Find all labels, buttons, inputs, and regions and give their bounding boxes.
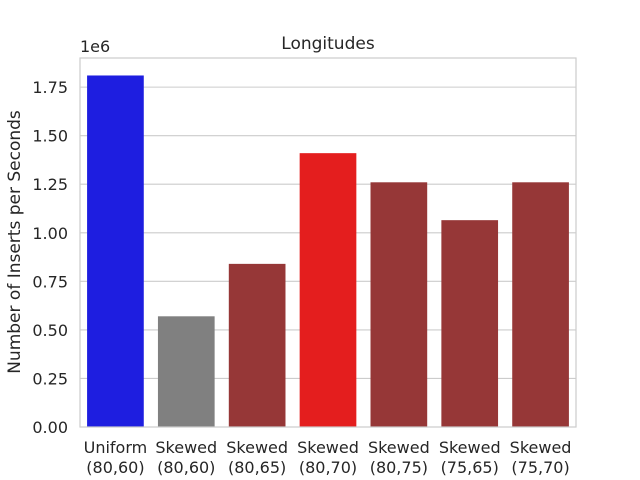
x-tick-label-line2: (80,60)	[86, 458, 144, 477]
x-tick-label-line2: (75,70)	[511, 458, 569, 477]
bar	[87, 75, 144, 428]
chart-title: Longitudes	[281, 34, 375, 54]
y-tick-label: 0.00	[32, 418, 68, 437]
plot-frame	[79, 57, 577, 428]
y-tick-label: 0.25	[32, 369, 68, 388]
bar	[512, 182, 569, 427]
bars	[87, 75, 569, 428]
x-tick-label-line1: Skewed	[510, 438, 572, 457]
y-tick-labels: 0.00 0.25 0.50 0.75 1.00 1.25 1.50 1.75	[32, 78, 68, 437]
x-tick-label-line2: (80,65)	[228, 458, 286, 477]
x-tick-label-line1: Skewed	[226, 438, 288, 457]
y-axis-label: Number of Inserts per Seconds	[5, 110, 25, 374]
y-tick-label: 1.25	[32, 175, 68, 194]
y-tick-label: 0.75	[32, 272, 68, 291]
y-tick-label: 1.50	[32, 127, 68, 146]
x-tick-label-line1: Skewed	[155, 438, 217, 457]
bar	[157, 316, 215, 427]
x-tick-label-line2: (80,70)	[299, 458, 357, 477]
x-tick-label-line2: (80,75)	[370, 458, 428, 477]
y-tick-label: 0.50	[32, 321, 68, 340]
bar	[299, 153, 357, 428]
y-tick-label: 1.00	[32, 224, 68, 243]
x-tick-label-line1: Skewed	[297, 438, 359, 457]
y-tick-label: 1.75	[32, 78, 68, 97]
bar	[441, 220, 499, 427]
x-tick-label-line1: Skewed	[439, 438, 501, 457]
x-tick-label-line2: (80,60)	[157, 458, 215, 477]
bar	[370, 182, 428, 427]
x-tick-labels: Uniform(80,60)Skewed(80,60)Skewed(80,65)…	[84, 438, 572, 477]
x-tick-label-line2: (75,65)	[441, 458, 499, 477]
x-tick-label-line1: Uniform	[84, 438, 148, 457]
x-tick-label-line1: Skewed	[368, 438, 430, 457]
y-axis-multiplier: 1e6	[80, 37, 110, 56]
bar	[228, 263, 286, 427]
